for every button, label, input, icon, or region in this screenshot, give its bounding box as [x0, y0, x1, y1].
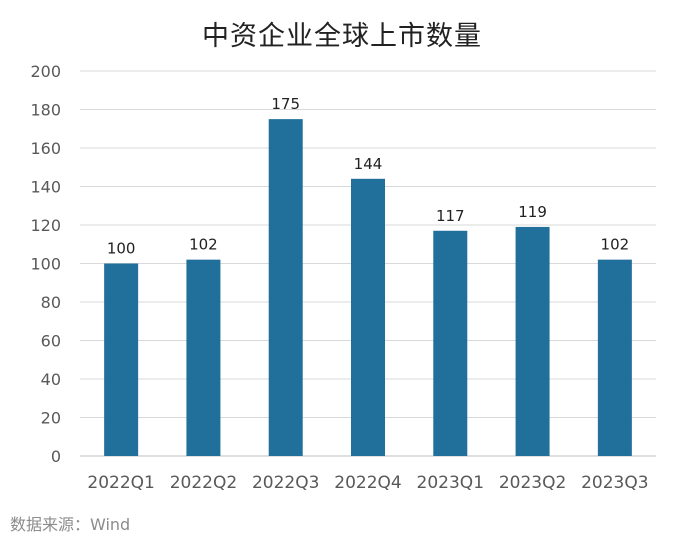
x-tick-label: 2023Q2	[499, 473, 566, 493]
bar-2022Q3	[268, 119, 303, 456]
x-axis-tick-labels: 2022Q1 2022Q2 2022Q3 2022Q4 2023Q1 2023Q2 2023…	[87, 473, 648, 493]
source-note: 数据来源：Wind	[10, 515, 131, 534]
x-tick-label: 2022Q4	[334, 473, 401, 493]
data-labels: 100 102 175 144 117 119 102	[107, 95, 629, 257]
data-label: 175	[271, 95, 300, 113]
data-label: 119	[518, 203, 547, 221]
y-tick-label: 100	[30, 255, 61, 274]
y-axis-tick-labels: 0 20 40 60 80 100 120 140 160 180 200	[30, 62, 61, 466]
y-tick-label: 180	[30, 101, 61, 120]
y-tick-label: 60	[41, 332, 61, 351]
x-tick-label: 2022Q2	[170, 473, 237, 493]
y-tick-label: 0	[51, 447, 61, 466]
x-tick-label: 2023Q3	[581, 473, 648, 493]
bar-2022Q4	[351, 178, 385, 457]
bars	[104, 119, 632, 457]
y-tick-label: 40	[41, 370, 61, 389]
y-tick-label: 160	[30, 139, 61, 158]
bar-2023Q1	[433, 230, 468, 456]
x-tick-label: 2022Q1	[87, 473, 154, 493]
data-label: 100	[107, 240, 136, 258]
y-tick-label: 140	[30, 178, 61, 197]
bar-2022Q1	[104, 263, 139, 456]
y-tick-label: 120	[30, 216, 61, 235]
x-tick-label: 2023Q1	[417, 473, 484, 493]
data-label: 117	[436, 207, 465, 225]
chart-title: 中资企业全球上市数量	[202, 21, 482, 52]
bar-2022Q2	[186, 259, 221, 456]
y-tick-label: 200	[30, 62, 61, 81]
x-tick-label: 2022Q3	[252, 473, 319, 493]
data-label: 102	[601, 236, 630, 254]
y-tick-label: 80	[41, 293, 61, 312]
data-label: 102	[189, 236, 218, 254]
bar-2023Q2	[515, 226, 550, 456]
data-label: 144	[354, 155, 383, 173]
y-tick-label: 20	[41, 409, 61, 428]
bar-2023Q3	[597, 259, 632, 456]
